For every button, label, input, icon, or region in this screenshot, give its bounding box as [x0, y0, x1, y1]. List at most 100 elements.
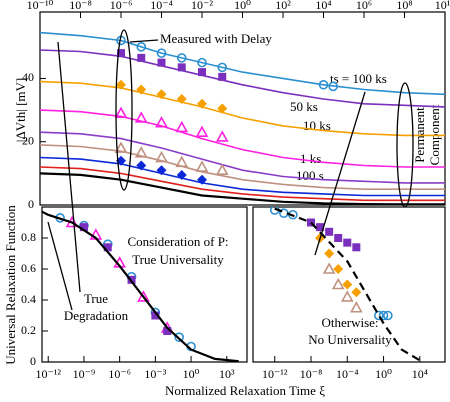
x-tick-label: 10² — [275, 0, 291, 12]
x-tick-label: 10⁻⁶ — [110, 0, 133, 12]
annotation: 100 s — [296, 168, 324, 183]
marker — [215, 130, 229, 142]
marker — [117, 49, 125, 58]
x-tick-label: 10⁻⁶ — [108, 367, 131, 381]
marker — [331, 277, 345, 290]
marker — [176, 169, 187, 180]
x-tick-label: 10⁻³ — [144, 367, 166, 381]
annotation: Measured with Delay — [160, 31, 272, 46]
annotation: Consideration of P: — [127, 234, 228, 249]
marker — [333, 264, 344, 274]
marker — [349, 301, 363, 313]
annotation: ts = 100 ks — [330, 71, 387, 86]
marker — [342, 279, 353, 290]
marker — [157, 58, 166, 67]
marker — [156, 48, 167, 58]
x-tick-label: 10⁰ — [183, 367, 200, 381]
marker — [334, 234, 343, 242]
marker — [197, 174, 207, 185]
marker — [218, 72, 227, 81]
x-tick-label: 10⁻¹² — [262, 367, 288, 381]
marker — [114, 141, 128, 153]
y-tick-label: 0.2 — [21, 323, 36, 337]
ellipse — [115, 29, 133, 191]
curve — [40, 144, 445, 190]
y-tick-label: 0.4 — [21, 292, 36, 306]
annotation: Otherwise: — [321, 315, 378, 330]
marker — [116, 79, 126, 90]
y-tick-label: 20 — [22, 133, 34, 147]
marker — [197, 98, 207, 109]
y-axis-label: |ΔVth| [mV] — [13, 78, 28, 142]
marker — [378, 310, 389, 321]
marker — [374, 310, 384, 321]
marker — [195, 125, 209, 138]
marker — [197, 57, 207, 68]
curve — [40, 109, 445, 168]
x-tick-label: 10⁻² — [191, 0, 213, 12]
x-tick-label: 10⁻⁸ — [300, 367, 323, 381]
x-tick-label: 10⁰ — [234, 0, 251, 12]
y-axis-label: Universal Relaxation Function — [3, 205, 18, 365]
curve — [40, 49, 445, 108]
annotation: 50 ks — [290, 99, 318, 114]
curve — [40, 131, 445, 184]
annotation: No Universality — [308, 332, 392, 347]
marker — [79, 223, 88, 232]
marker — [175, 155, 189, 168]
y-tick-label: 0 — [30, 354, 36, 368]
marker — [325, 227, 334, 236]
annotation: 1 ks — [300, 151, 321, 166]
x-tick-label: 10⁻¹⁰ — [27, 0, 54, 12]
x-tick-label: 10⁴ — [315, 0, 331, 12]
x-tick-label: 10⁴ — [412, 367, 428, 381]
marker — [198, 68, 206, 77]
marker — [155, 116, 168, 128]
x-tick-label: 10⁻⁹ — [73, 367, 96, 381]
x-tick-label: 10³ — [219, 367, 235, 381]
marker — [137, 53, 146, 62]
marker — [351, 287, 362, 298]
marker — [176, 94, 187, 105]
marker — [217, 62, 228, 73]
y-tick-label: 0 — [28, 197, 34, 211]
arrow — [129, 39, 159, 43]
marker — [217, 103, 228, 114]
marker — [383, 310, 393, 321]
curve — [42, 210, 239, 362]
x-tick-label: 10⁶ — [356, 0, 372, 12]
marker — [134, 111, 148, 123]
y-tick-label: 0.6 — [21, 261, 36, 275]
x-tick-label: 10⁻¹² — [35, 367, 61, 381]
marker — [136, 160, 147, 171]
marker — [340, 290, 354, 302]
marker — [177, 63, 186, 72]
plot-frame — [41, 206, 248, 363]
arrow — [47, 221, 73, 311]
marker — [156, 89, 167, 100]
plot-frame — [252, 206, 446, 363]
curve — [40, 156, 445, 197]
marker — [156, 165, 167, 176]
marker — [103, 243, 112, 252]
marker — [352, 243, 361, 252]
x-axis-label: Normalized Relaxation Time ξ — [165, 383, 325, 398]
marker — [324, 248, 335, 259]
curve — [40, 80, 445, 137]
curve — [40, 172, 445, 205]
marker — [307, 218, 316, 227]
arrow — [314, 91, 366, 256]
series-group — [269, 207, 421, 362]
series-group — [40, 31, 445, 205]
marker — [316, 223, 325, 232]
marker — [174, 332, 184, 343]
marker — [343, 238, 352, 247]
marker — [328, 81, 338, 92]
y-tick-label: 40 — [22, 70, 34, 84]
curve — [274, 207, 421, 362]
marker — [176, 53, 187, 63]
marker — [151, 311, 160, 320]
arrow — [57, 41, 81, 293]
